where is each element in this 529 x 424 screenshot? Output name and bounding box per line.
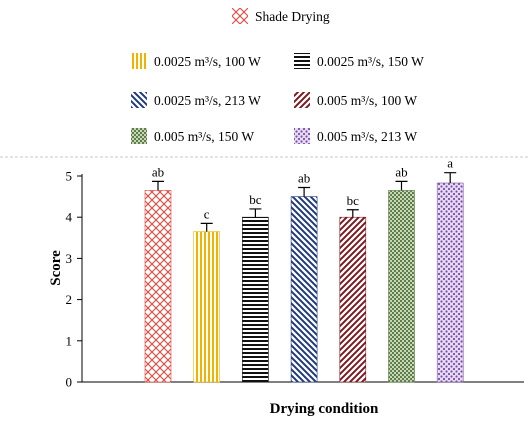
legend-swatch	[294, 53, 310, 69]
legend-swatch	[131, 92, 147, 108]
bar	[242, 216, 269, 383]
significance-letter: a	[447, 156, 453, 171]
y-tick-label: 5	[66, 169, 73, 184]
bar	[193, 231, 220, 383]
legend: Shade Drying 0.0025 m³/s, 100 W 0.0025 m³/…	[131, 8, 424, 144]
legend-swatch	[294, 92, 310, 108]
bar	[290, 196, 318, 383]
error-bar	[444, 172, 457, 184]
legend-label: 0.0025 m³/s, 213 W	[154, 93, 261, 108]
error-bar	[249, 208, 262, 218]
significance-letter: bc	[347, 193, 360, 208]
significance-letter: c	[204, 206, 210, 221]
error-bar	[395, 180, 408, 191]
error-bar	[200, 222, 213, 232]
y-axis-label: Score	[48, 250, 64, 286]
legend-label: 0.005 m³/s, 150 W	[154, 129, 254, 144]
legend-swatch	[232, 8, 248, 24]
legend-swatch	[131, 128, 147, 144]
bar	[339, 216, 367, 383]
significance-letter: ab	[152, 164, 164, 179]
significance-letter: ab	[298, 171, 310, 186]
y-tick-label: 3	[66, 251, 73, 266]
legend-label: 0.0025 m³/s, 150 W	[317, 54, 424, 69]
y-tick-label: 0	[66, 375, 73, 390]
bar	[388, 190, 415, 383]
legend-swatch	[131, 53, 147, 69]
significance-letter: bc	[249, 192, 262, 207]
y-tick-label: 4	[66, 210, 73, 225]
legend-label: 0.005 m³/s, 100 W	[317, 93, 417, 108]
y-tick-label: 1	[66, 333, 73, 348]
significance-letter: ab	[395, 164, 407, 179]
x-axis-label: Drying condition	[270, 401, 379, 417]
legend-swatch	[294, 128, 310, 144]
y-tick-label: 2	[66, 292, 73, 307]
bar	[436, 182, 464, 383]
error-bar	[298, 186, 311, 197]
error-bar	[346, 209, 359, 218]
bars: ab c bc ab bc ab a	[144, 156, 464, 383]
legend-label: 0.005 m³/s, 213 W	[317, 129, 417, 144]
legend-label: 0.0025 m³/s, 100 W	[154, 54, 261, 69]
error-bar	[152, 180, 164, 191]
bar	[144, 190, 172, 383]
legend-label: Shade Drying	[255, 9, 330, 24]
